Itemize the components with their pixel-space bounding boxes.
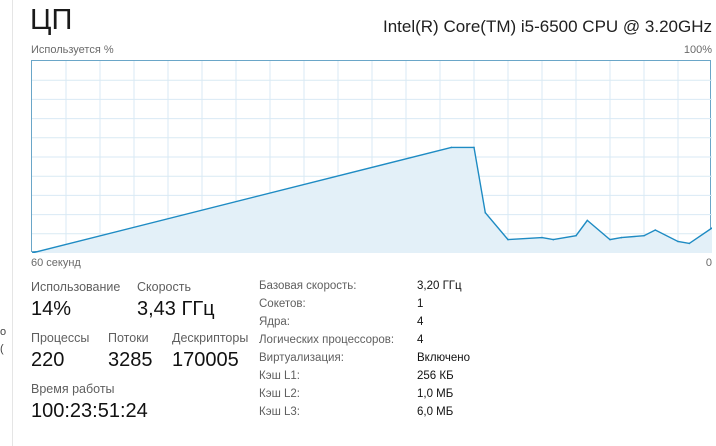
spec-value-l3-cache: 6,0 МБ [417,406,454,418]
spec-label-cores: Ядра: [259,316,291,328]
spec-value-l2-cache: 1,0 МБ [417,388,454,400]
usage-data-point [507,238,509,241]
usage-data-point [450,146,453,149]
usage-data-point [586,219,589,222]
handles-label: Дескрипторы [172,331,249,345]
spec-label-l3-cache: Кэш L3: [259,406,300,418]
speed-label: Скорость [137,280,191,294]
usage-series-line [32,146,712,253]
spec-value-l1-cache: 256 КБ [417,370,454,382]
cpu-model-name: Intel(R) Core(TM) i5-6500 CPU @ 3.20GHz [382,17,712,36]
uptime-value: 100:23:51:24 [31,400,148,422]
usage-data-point [688,242,691,245]
graph-x-right-label: 0 [705,257,712,269]
page-title: ЦП [30,4,73,36]
handles-value: 170005 [172,349,239,371]
utilization-label: Использование [31,280,121,294]
usage-area-fill [32,147,712,253]
spec-label-l2-cache: Кэш L2: [259,388,300,400]
usage-data-point [32,252,33,253]
usage-data-point [620,236,623,239]
cpu-usage-graph [31,60,712,253]
spec-value-virtualization: Включено [417,352,471,364]
processes-value: 220 [31,349,65,371]
spec-label-logical-processors: Логических процессоров: [259,334,395,346]
usage-data-point [484,211,487,214]
spec-label-base-speed: Базовая скорость: [259,280,357,292]
usage-data-point [552,238,555,241]
usage-data-point [541,236,543,239]
left-pane-clipped-text: o [0,326,7,338]
usage-data-point [654,229,657,231]
speed-value: 3,43 ГГц [137,298,215,320]
spec-label-virtualization: Виртуализация: [259,352,344,364]
spec-value-base-speed: 3,20 ГГц [417,280,462,292]
left-pane-edge [0,0,13,446]
spec-value-sockets: 1 [417,298,424,310]
spec-label-l1-cache: Кэш L1: [259,370,300,382]
threads-label: Потоки [108,331,149,345]
processes-label: Процессы [31,331,90,345]
spec-label-sockets: Сокетов: [259,298,306,310]
usage-data-point [575,234,577,237]
cpu-usage-chart [32,61,712,253]
usage-data-point [643,234,645,237]
threads-value: 3285 [108,349,153,371]
usage-data-point [677,240,679,243]
spec-value-logical-processors: 4 [417,334,424,346]
usage-data-point [473,146,475,149]
graph-y-max-label: 100% [683,44,712,56]
usage-data-point [609,238,611,241]
graph-y-label: Используется % [31,44,114,56]
uptime-label: Время работы [31,382,115,396]
left-pane-clipped-text: ( [0,343,4,355]
usage-data-point [711,227,712,229]
graph-x-left-label: 60 секунд [31,257,81,269]
spec-value-cores: 4 [417,316,424,328]
utilization-value: 14% [31,298,72,320]
